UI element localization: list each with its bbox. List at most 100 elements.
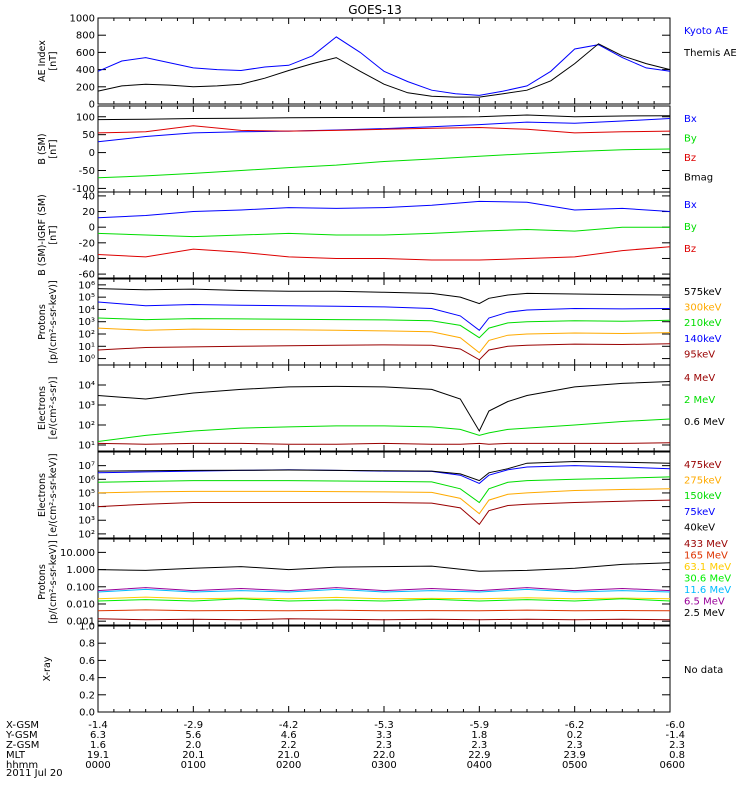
orbit-row-value: -1.4 bbox=[88, 720, 108, 731]
orbit-row-label: Z-GSM bbox=[6, 740, 39, 751]
y-tick-label: 0.2 bbox=[79, 690, 95, 701]
orbit-row-value: 2.3 bbox=[376, 740, 392, 751]
series-line-2-5-mev bbox=[97, 562, 671, 572]
y-axis-label: [nT] bbox=[48, 225, 59, 244]
y-axis-label: B (SM)-IGRF (SM) bbox=[37, 194, 48, 276]
series-line-bz bbox=[97, 125, 671, 134]
series-line-bmag bbox=[97, 114, 671, 121]
series-line-150kev bbox=[97, 476, 671, 504]
legend-entry: 2 MeV bbox=[684, 395, 715, 406]
legend-entry: 63.1 MeV bbox=[684, 562, 731, 573]
orbit-row-value: -2.9 bbox=[184, 720, 204, 731]
legend-entry: By bbox=[684, 134, 697, 145]
legend-entry: 575keV bbox=[684, 287, 722, 298]
panel-ae: 0 200 400 600 800 1000 AE Index [nT] Kyoto AE The… bbox=[37, 14, 737, 111]
panel-frame bbox=[97, 538, 671, 626]
y-tick-label: 10² bbox=[78, 330, 95, 341]
y-axis-label: AE Index bbox=[37, 40, 48, 82]
y-tick-label: 10⁰ bbox=[78, 354, 95, 365]
y-tick-label: 10¹ bbox=[78, 342, 95, 353]
y-axis-label: [e/(cm²-s-sr-keV)] bbox=[48, 453, 59, 536]
y-tick-label: 10⁷ bbox=[78, 461, 95, 472]
orbit-row-value: 6.3 bbox=[90, 730, 106, 741]
series-line-bx bbox=[97, 200, 671, 219]
legend-entry: 2.5 MeV bbox=[684, 608, 725, 619]
y-tick-label: 0.010 bbox=[66, 599, 95, 610]
y-tick-label: 0.001 bbox=[66, 617, 95, 628]
legend-entry: Kyoto AE bbox=[684, 26, 728, 37]
y-tick-label: 10² bbox=[78, 529, 95, 540]
orbit-row-value: 0400 bbox=[467, 760, 492, 771]
y-tick-label: 0.6 bbox=[79, 656, 95, 667]
legend-entry: Bmag bbox=[684, 173, 713, 184]
y-axis-label: [p/(cm²-s-sr-keV)] bbox=[48, 280, 59, 363]
panel-electrons_kev: 10² 10³ 10⁴ 10⁵ 10⁶ 10⁷ Electrons [e/(cm²-s-sr-… bbox=[37, 451, 722, 540]
date-label: 2011 Jul 20 bbox=[6, 768, 63, 779]
legend-entry: 433 MeV bbox=[684, 539, 728, 550]
y-tick-label: 10⁴ bbox=[78, 380, 95, 391]
series-line-165-mev bbox=[97, 609, 671, 612]
series-line-4-mev bbox=[97, 442, 671, 445]
y-tick-label: 50 bbox=[82, 130, 95, 141]
legend-entry: 210keV bbox=[684, 318, 722, 329]
orbit-row-label: hhmm bbox=[6, 760, 38, 771]
orbit-row-value: 23.9 bbox=[564, 750, 586, 761]
plot-title: GOES-13 bbox=[348, 3, 402, 17]
y-tick-label: -100 bbox=[72, 184, 95, 195]
panel-protons_high: 0.001 0.010 0.100 1.000 10.000 Protons [p/(cm²… bbox=[37, 538, 731, 628]
y-axis-label: [nT] bbox=[48, 51, 59, 70]
panel-frame bbox=[97, 364, 671, 452]
orbit-row-value: 0300 bbox=[371, 760, 396, 771]
legend-entry: Bx bbox=[684, 200, 697, 211]
series-line-433-mev bbox=[97, 618, 671, 621]
orbit-row-value: 2.3 bbox=[567, 740, 583, 751]
series-line-by bbox=[97, 148, 671, 179]
y-tick-label: 0 bbox=[89, 100, 95, 111]
y-tick-label: 10³ bbox=[78, 400, 95, 411]
legend-entry: 140keV bbox=[684, 334, 722, 345]
legend-entry: 165 MeV bbox=[684, 551, 728, 562]
orbit-row-value: 20.1 bbox=[182, 750, 204, 761]
orbit-row-value: -1.4 bbox=[665, 730, 685, 741]
y-tick-label: 10⁵ bbox=[78, 293, 95, 304]
y-tick-label: 0 bbox=[89, 148, 95, 159]
series-line-bz bbox=[97, 246, 671, 261]
series-line-140kev bbox=[97, 301, 671, 331]
y-tick-label: 100 bbox=[76, 112, 95, 123]
y-tick-label: 600 bbox=[76, 48, 95, 59]
series-line-11-6-mev bbox=[97, 588, 671, 593]
y-tick-label: 200 bbox=[76, 82, 95, 93]
y-tick-label: 800 bbox=[76, 31, 95, 42]
y-axis-label: X-ray bbox=[42, 656, 53, 681]
series-line-63-1-mev bbox=[97, 596, 671, 600]
orbit-row-value: -4.2 bbox=[279, 720, 299, 731]
orbit-row-value: 0.8 bbox=[669, 750, 685, 761]
y-tick-label: -40 bbox=[79, 254, 95, 265]
orbit-row-label: MLT bbox=[6, 750, 26, 761]
panel-frame bbox=[97, 451, 671, 539]
series-line-0-6-mev bbox=[97, 381, 671, 433]
y-tick-label: 0.8 bbox=[79, 639, 95, 650]
orbit-row-value: 22.0 bbox=[373, 750, 395, 761]
legend-entry: 6.5 MeV bbox=[684, 597, 725, 608]
y-tick-label: 1.0 bbox=[79, 622, 95, 633]
y-tick-label: 400 bbox=[76, 65, 95, 76]
series-line-575kev bbox=[97, 288, 671, 305]
legend-entry: Themis AE bbox=[683, 48, 737, 59]
y-tick-label: 10³ bbox=[78, 317, 95, 328]
y-tick-label: 0 bbox=[89, 223, 95, 234]
orbit-row-value: 2.2 bbox=[281, 740, 297, 751]
y-tick-label: 10¹ bbox=[78, 440, 95, 451]
legend-entry: 4 MeV bbox=[684, 373, 715, 384]
series-line-30-6-mev bbox=[97, 598, 671, 602]
y-tick-label: 10⁵ bbox=[78, 488, 95, 499]
legend-entry: 275keV bbox=[684, 476, 722, 487]
orbit-row-value: 0100 bbox=[181, 760, 206, 771]
legend-entry: 0.6 MeV bbox=[684, 417, 725, 428]
panel-xray: 0.0 0.2 0.4 0.6 0.8 1.0 X-ray No data bbox=[42, 622, 723, 719]
orbit-row-value: 21.0 bbox=[278, 750, 300, 761]
series-line-95kev bbox=[97, 343, 671, 361]
series-line-themis-ae bbox=[97, 43, 671, 98]
series-line-6-5-mev bbox=[97, 587, 671, 592]
